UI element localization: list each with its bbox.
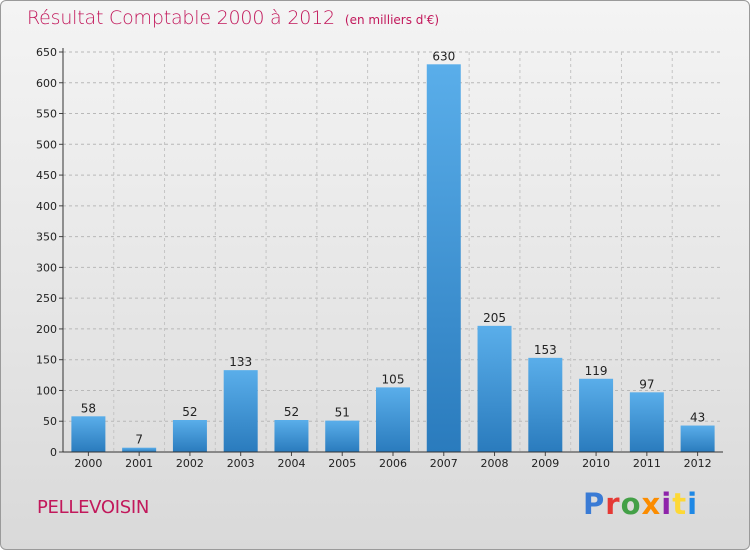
x-tick-label: 2006 — [379, 457, 407, 470]
y-tick-label: 0 — [50, 446, 57, 459]
bar — [680, 425, 715, 452]
x-tick-label: 2005 — [328, 457, 356, 470]
x-tick-label: 2001 — [125, 457, 153, 470]
bar-value-label: 97 — [639, 377, 654, 391]
x-tick-label: 2010 — [582, 457, 610, 470]
bar-value-label: 7 — [135, 433, 143, 447]
y-tick-label: 200 — [36, 323, 57, 336]
bar-value-label: 43 — [690, 411, 705, 425]
chart-title: Résultat Comptable 2000 à 2012 (en millie… — [27, 7, 439, 29]
bar — [629, 392, 664, 452]
y-tick-label: 100 — [36, 384, 57, 397]
y-tick-label: 500 — [36, 138, 57, 151]
logo-letter: i — [661, 487, 673, 521]
bar — [376, 387, 410, 452]
bar-value-label: 52 — [284, 405, 299, 419]
bar — [122, 447, 157, 452]
logo-letter: i — [687, 487, 699, 521]
bar-value-label: 105 — [382, 372, 405, 386]
bar — [579, 378, 614, 452]
x-tick-label: 2011 — [633, 457, 661, 470]
bar-value-label: 153 — [534, 343, 557, 357]
bar — [477, 325, 512, 452]
y-tick-label: 450 — [36, 169, 57, 182]
bar — [71, 416, 106, 452]
x-tick-label: 2002 — [176, 457, 204, 470]
y-tick-label: 350 — [36, 231, 57, 244]
bar — [223, 370, 258, 452]
bar-value-label: 52 — [182, 405, 197, 419]
logo-letter: r — [605, 487, 621, 521]
bar — [325, 420, 360, 452]
bar — [528, 357, 563, 452]
x-tick-label: 2000 — [74, 457, 102, 470]
bars: 58 7 52 133 52 51 105 630 205 153 119 97 43 — [71, 49, 715, 453]
bar — [274, 420, 309, 452]
bar-value-label: 119 — [585, 364, 608, 378]
title-unit: (en milliers d'€) — [344, 13, 440, 27]
y-tick-label: 300 — [36, 261, 57, 274]
x-tick-label: 2003 — [227, 457, 255, 470]
x-tick-label: 2004 — [277, 457, 305, 470]
logo-letter: t — [672, 487, 688, 521]
city-name: PELLEVOISIN — [37, 497, 150, 518]
bar-value-label: 630 — [432, 49, 455, 63]
logo-letter: x — [641, 487, 662, 521]
proxiti-logo: Proxiti — [583, 487, 698, 521]
y-tick-label: 650 — [36, 46, 57, 59]
bar-value-label: 58 — [81, 401, 96, 415]
y-tick-label: 50 — [43, 415, 57, 428]
x-tick-label: 2009 — [531, 457, 559, 470]
y-tick-label: 550 — [36, 108, 57, 121]
bar-value-label: 133 — [229, 355, 252, 369]
y-tick-label: 150 — [36, 354, 57, 367]
y-tick-label: 400 — [36, 200, 57, 213]
logo-letter: P — [583, 487, 606, 521]
axes: 0 50 100 150 200 250 300 350 400 450 500 550 600 650 2… — [36, 46, 723, 470]
bar — [426, 64, 461, 453]
bar-value-label: 205 — [483, 311, 506, 325]
logo-letter: o — [620, 487, 642, 521]
bar — [172, 420, 207, 452]
title-main: Résultat Comptable 2000 à 2012 — [27, 7, 335, 29]
bar-value-label: 51 — [335, 406, 350, 420]
y-tick-label: 600 — [36, 77, 57, 90]
x-tick-label: 2012 — [684, 457, 712, 470]
x-tick-label: 2007 — [430, 457, 458, 470]
x-tick-label: 2008 — [481, 457, 509, 470]
y-tick-label: 250 — [36, 292, 57, 305]
